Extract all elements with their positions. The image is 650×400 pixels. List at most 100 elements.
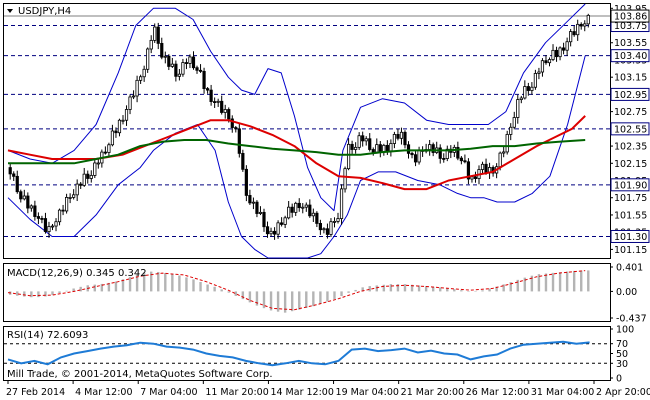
macd-histogram-bar (431, 286, 435, 292)
level-label-box (610, 87, 650, 101)
candle-body (325, 228, 330, 235)
candle-body (526, 86, 530, 91)
candle-body (540, 60, 545, 73)
macd-histogram-bar (467, 291, 470, 292)
candle-body (442, 158, 446, 160)
macd-histogram-bar (319, 291, 322, 304)
candle-body (33, 205, 37, 217)
candle-body (505, 134, 509, 153)
candle-body (533, 73, 538, 88)
macd-histogram-bar (149, 271, 153, 292)
macd-histogram-bar (65, 290, 68, 292)
candle-body (149, 39, 153, 50)
candle-body (54, 221, 58, 227)
macd-histogram-bar (587, 270, 590, 292)
candle-body (86, 173, 90, 179)
macd-histogram-bar (453, 289, 456, 292)
candle-body (297, 202, 301, 209)
candle-body (561, 47, 566, 51)
rsi-line (7, 340, 590, 367)
macd-histogram-bar (142, 272, 146, 292)
candle-body (205, 88, 210, 91)
macd-signal-path (7, 270, 586, 311)
candle-body (569, 31, 573, 43)
time-tick-label: 2 Apr 20:00 (596, 387, 650, 398)
candle-body (188, 56, 192, 64)
macd-histogram-bar (93, 284, 96, 292)
candle-body (146, 48, 150, 70)
level-label-box (610, 122, 650, 136)
candle-body (280, 222, 284, 225)
macd-histogram-bar (199, 281, 202, 292)
candle-body (283, 217, 287, 225)
macd-histogram-bar (502, 284, 505, 292)
candle-body (258, 211, 263, 214)
level-label-box (610, 178, 650, 192)
candle-body (234, 127, 238, 130)
macd-label: MACD(12,26,9) (7, 268, 83, 279)
candle-body (265, 226, 270, 235)
macd-histogram-bar (488, 288, 491, 292)
level-label: 102.55 (614, 124, 647, 135)
candle-body (156, 26, 160, 44)
macd-histogram-bar (185, 277, 188, 292)
macd-histogram-bar (23, 291, 26, 297)
level-label: 103.40 (614, 51, 647, 62)
macd-histogram-bar (107, 282, 111, 292)
collapse-triangle-icon[interactable] (7, 9, 13, 13)
candle-body (329, 221, 333, 235)
bollinger-lower-line (7, 55, 586, 259)
candle-body (213, 101, 217, 103)
candle-body (586, 14, 590, 25)
time-tick-label: 7 Mar 04:00 (140, 387, 197, 398)
candle-body (36, 216, 41, 219)
candle-body (375, 144, 379, 153)
candle-body (255, 201, 259, 214)
candle-body (230, 118, 234, 128)
price-tick-label: 102.15 (614, 159, 647, 170)
level-label-box (610, 229, 650, 243)
candle-body (576, 23, 580, 36)
candle-body (396, 134, 400, 139)
candle-body (470, 176, 474, 180)
macd-histogram-bar (439, 287, 442, 292)
candle-body (498, 152, 502, 168)
macd-histogram-bar (417, 285, 421, 292)
candle-body (89, 175, 93, 179)
macd-histogram-bar (537, 274, 541, 292)
macd-histogram-bar (403, 284, 407, 292)
current-price-box (610, 9, 650, 23)
watermark: Mill Trade, © 2001-2014, MetaQuotes Soft… (7, 369, 273, 380)
candle-body (579, 23, 583, 27)
time-tick-label: 31 Mar 04:00 (531, 387, 594, 398)
macd-histogram-bar (220, 289, 223, 292)
macd-panel: 0.401 0.00 -0.437 MACD(12,26,9) 0.345 0.34… (3, 263, 647, 325)
svg-text:RSI(14) 72.6: RSI(14) 72.6093 (7, 330, 88, 341)
candle-body (332, 221, 337, 223)
candle-body (445, 148, 449, 159)
level-label-box (610, 49, 650, 63)
macd-histogram-bar (213, 286, 216, 292)
candle-body (456, 146, 460, 159)
candle-body (523, 86, 527, 99)
candle-body (124, 109, 129, 121)
candle-body (177, 73, 181, 77)
rsi-tick-label: 0 (616, 374, 622, 385)
candle-body (131, 95, 136, 98)
time-tick-label: 27 Feb 2014 (6, 387, 65, 398)
candle-body (15, 175, 19, 193)
candle-body (346, 143, 351, 170)
macd-value-main: 0.345 (86, 268, 115, 279)
candle-body (438, 147, 442, 159)
price-tick-label: 101.75 (614, 193, 647, 204)
candle-body (287, 206, 291, 219)
candle-body (378, 144, 382, 153)
candle-body (368, 138, 372, 150)
candle-body (276, 222, 280, 235)
candle-body (57, 209, 62, 223)
candle-body (107, 144, 111, 153)
candle-body (227, 109, 231, 120)
candle-body (93, 162, 97, 176)
price-tick-label: 102.75 (614, 107, 647, 118)
ma-fast-line (7, 115, 586, 191)
